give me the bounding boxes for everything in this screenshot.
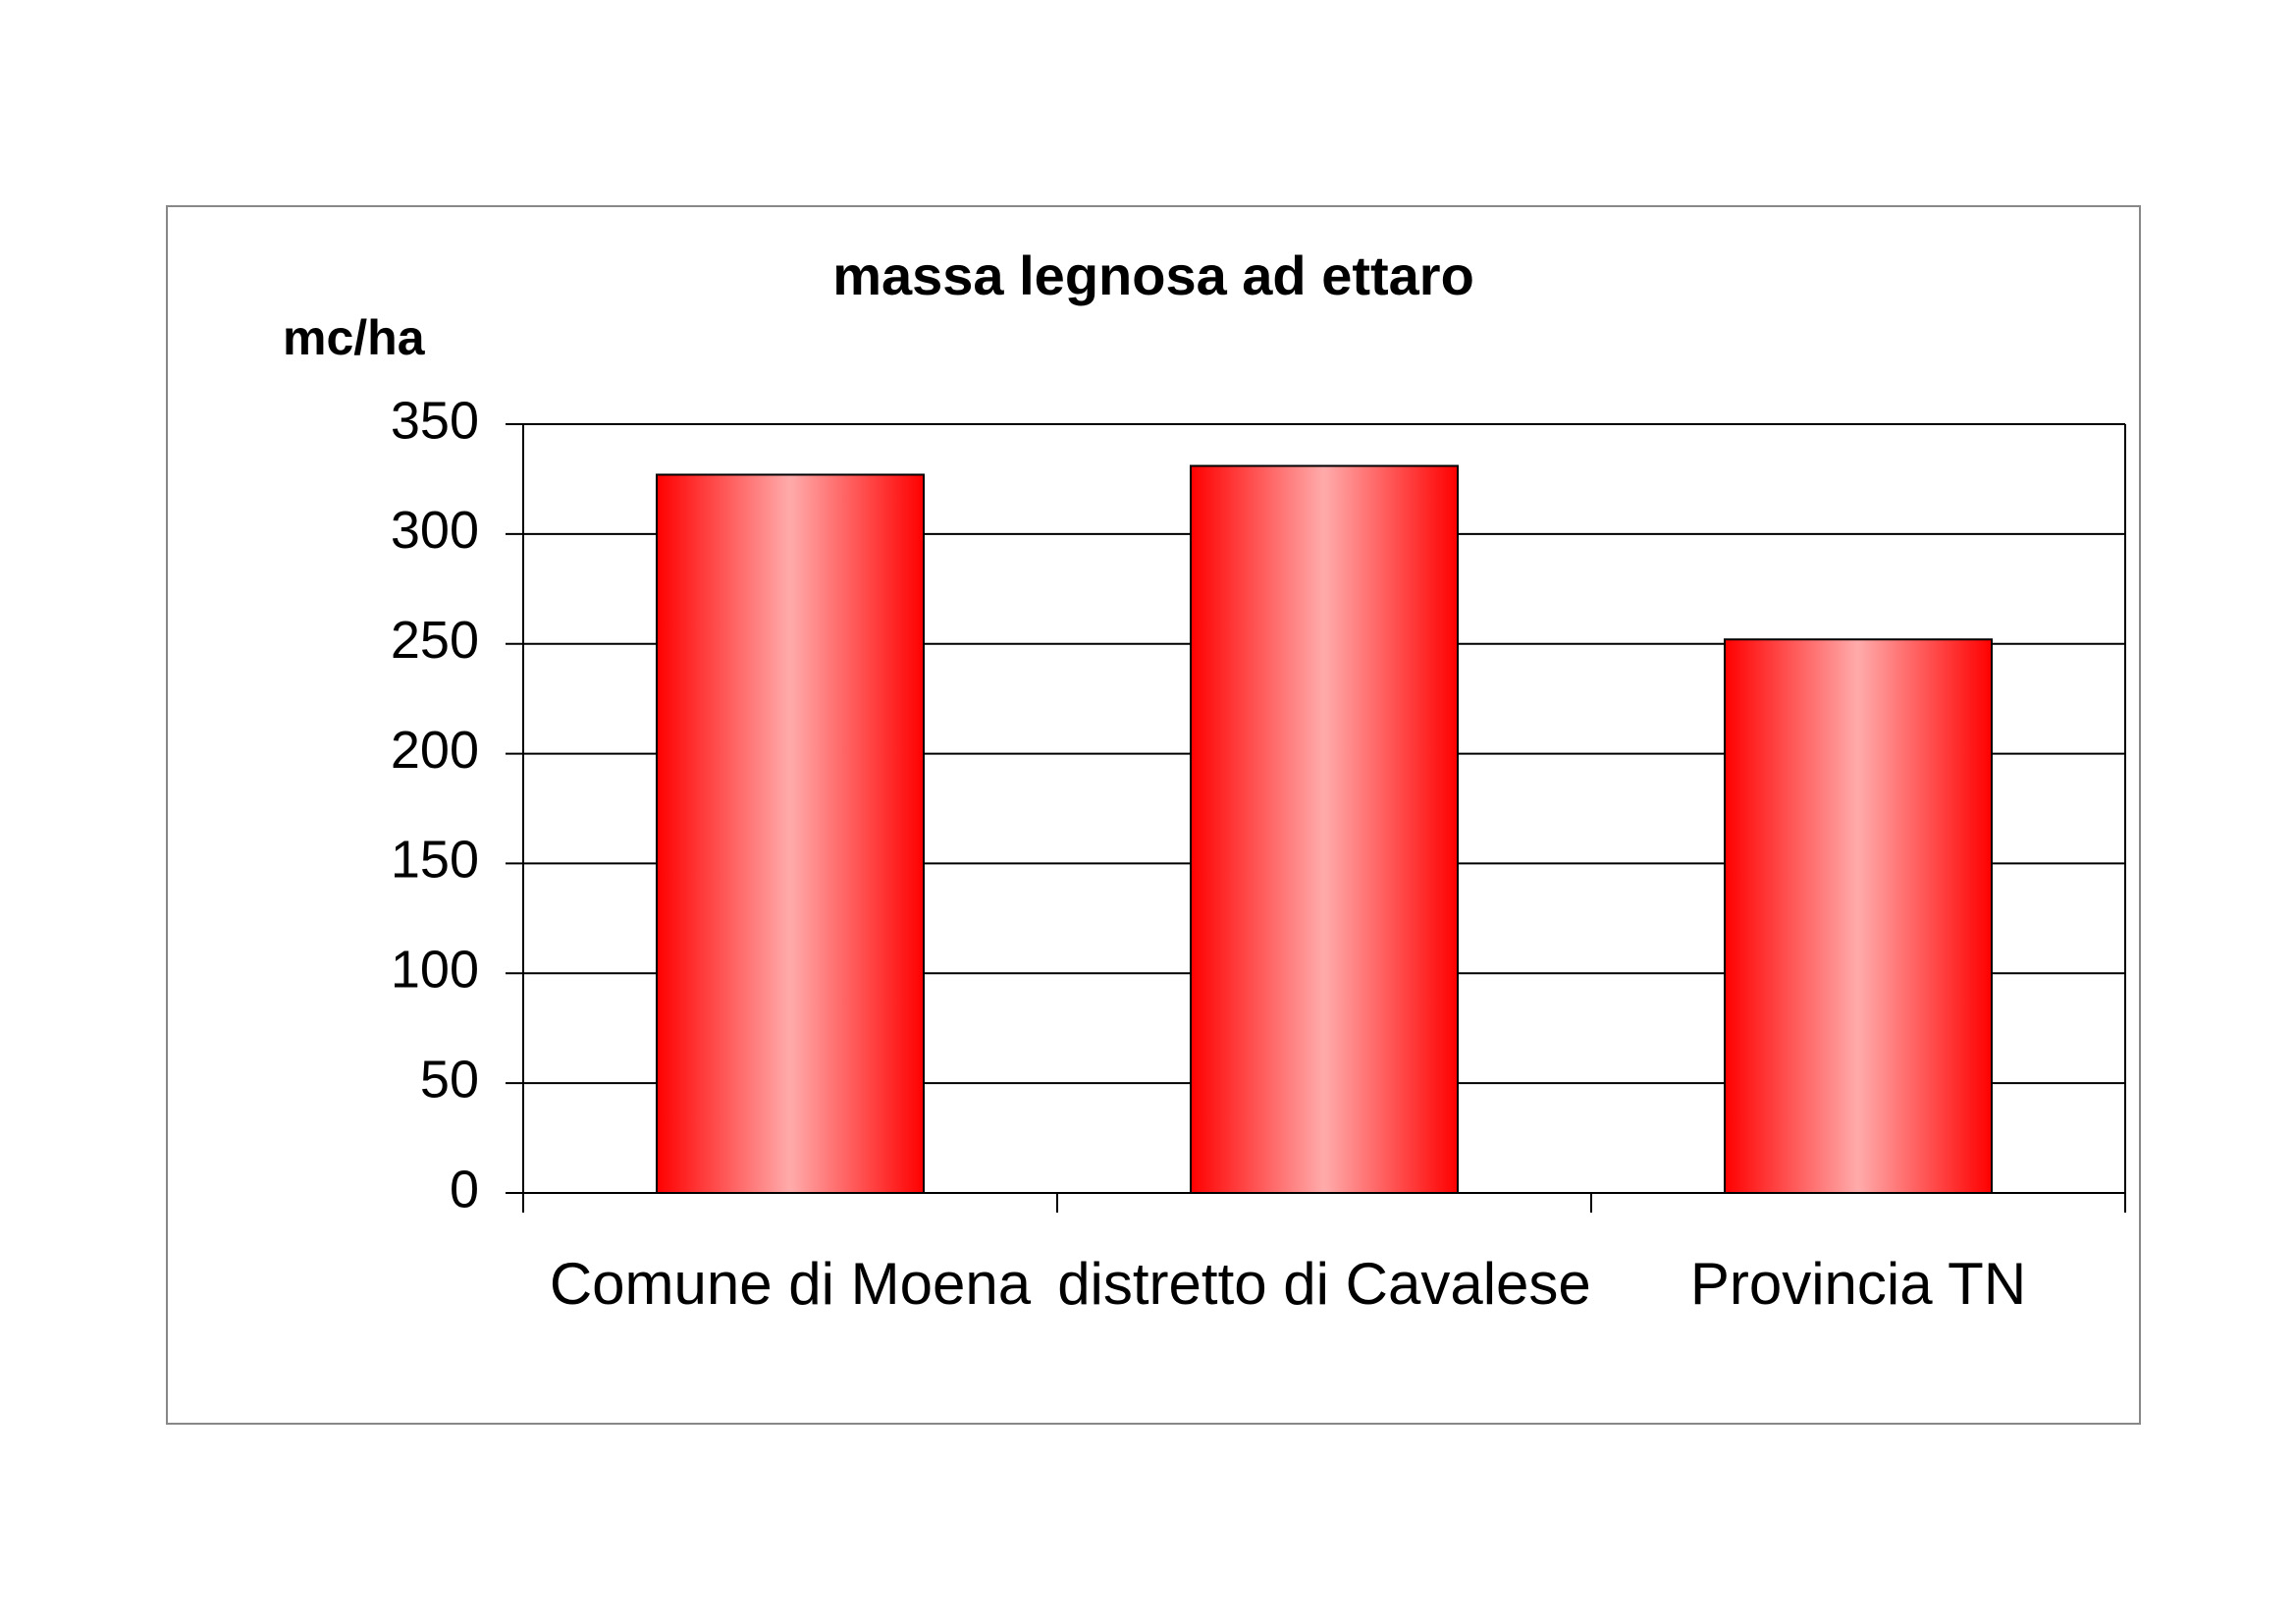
y-tick-label: 250 <box>391 611 479 670</box>
bar <box>656 473 925 1194</box>
y-tick-label: 150 <box>391 831 479 890</box>
y-tick-label: 0 <box>450 1160 479 1218</box>
y-tick-label: 50 <box>420 1050 479 1109</box>
x-tick-label: distretto di Cavalese <box>1057 1251 1591 1317</box>
y-axis-label: mc/ha <box>283 310 426 365</box>
bar <box>1724 638 1993 1194</box>
x-tick-label: Provincia TN <box>1689 1251 2027 1317</box>
y-tick-label: 350 <box>391 391 479 450</box>
y-tick-label: 300 <box>391 501 479 560</box>
y-tick-label: 100 <box>391 941 479 1000</box>
y-tick-label: 200 <box>391 721 479 780</box>
x-tick-label: Comune di Moena <box>549 1251 1032 1317</box>
bar <box>1190 464 1459 1194</box>
chart-title: massa legnosa ad ettaro <box>832 244 1474 306</box>
